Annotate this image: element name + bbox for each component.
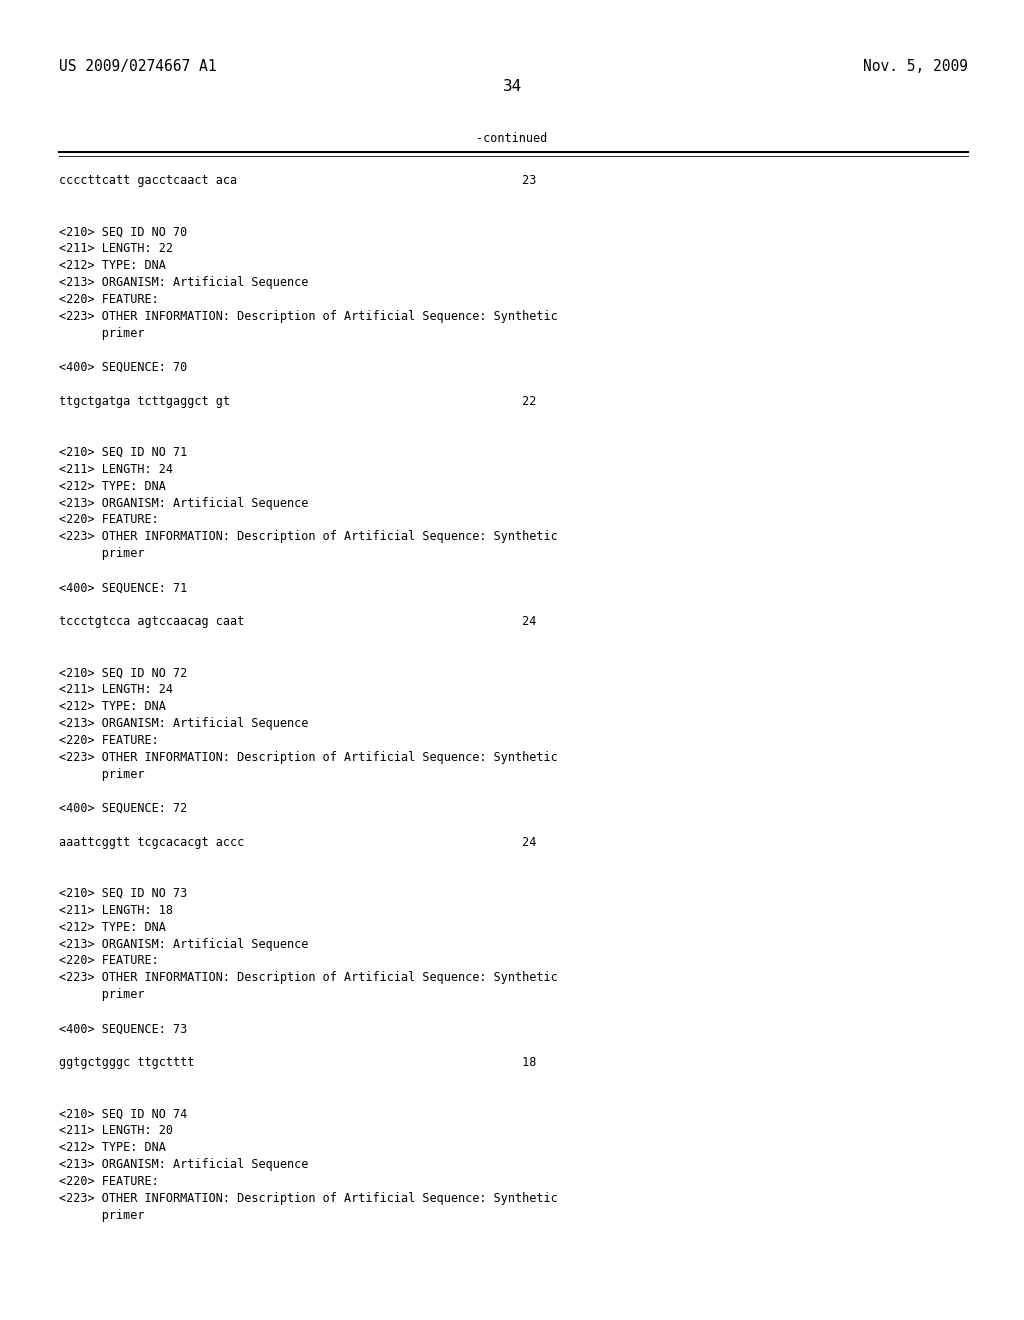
Text: <213> ORGANISM: Artificial Sequence: <213> ORGANISM: Artificial Sequence [59, 937, 309, 950]
Text: <211> LENGTH: 24: <211> LENGTH: 24 [59, 684, 173, 696]
Text: <223> OTHER INFORMATION: Description of Artificial Sequence: Synthetic: <223> OTHER INFORMATION: Description of … [59, 751, 558, 764]
Text: <400> SEQUENCE: 73: <400> SEQUENCE: 73 [59, 1023, 187, 1035]
Text: <400> SEQUENCE: 71: <400> SEQUENCE: 71 [59, 581, 187, 594]
Text: <213> ORGANISM: Artificial Sequence: <213> ORGANISM: Artificial Sequence [59, 496, 309, 510]
Text: <213> ORGANISM: Artificial Sequence: <213> ORGANISM: Artificial Sequence [59, 276, 309, 289]
Text: <210> SEQ ID NO 70: <210> SEQ ID NO 70 [59, 226, 187, 238]
Text: ggtgctgggc ttgctttt                                              18: ggtgctgggc ttgctttt 18 [59, 1056, 537, 1069]
Text: <212> TYPE: DNA: <212> TYPE: DNA [59, 920, 166, 933]
Text: primer: primer [59, 1209, 144, 1222]
Text: <210> SEQ ID NO 73: <210> SEQ ID NO 73 [59, 887, 187, 900]
Text: 34: 34 [503, 79, 521, 94]
Text: US 2009/0274667 A1: US 2009/0274667 A1 [59, 59, 217, 74]
Text: primer: primer [59, 327, 144, 339]
Text: <223> OTHER INFORMATION: Description of Artificial Sequence: Synthetic: <223> OTHER INFORMATION: Description of … [59, 972, 558, 985]
Text: <223> OTHER INFORMATION: Description of Artificial Sequence: Synthetic: <223> OTHER INFORMATION: Description of … [59, 531, 558, 544]
Text: <223> OTHER INFORMATION: Description of Artificial Sequence: Synthetic: <223> OTHER INFORMATION: Description of … [59, 310, 558, 323]
Text: primer: primer [59, 548, 144, 561]
Text: primer: primer [59, 768, 144, 781]
Text: <212> TYPE: DNA: <212> TYPE: DNA [59, 700, 166, 713]
Text: <213> ORGANISM: Artificial Sequence: <213> ORGANISM: Artificial Sequence [59, 1158, 309, 1171]
Text: <211> LENGTH: 18: <211> LENGTH: 18 [59, 904, 173, 916]
Text: <212> TYPE: DNA: <212> TYPE: DNA [59, 259, 166, 272]
Text: aaattcggtt tcgcacacgt accc                                       24: aaattcggtt tcgcacacgt accc 24 [59, 836, 537, 849]
Text: <220> FEATURE:: <220> FEATURE: [59, 293, 159, 306]
Text: <213> ORGANISM: Artificial Sequence: <213> ORGANISM: Artificial Sequence [59, 717, 309, 730]
Text: ttgctgatga tcttgaggct gt                                         22: ttgctgatga tcttgaggct gt 22 [59, 395, 537, 408]
Text: <220> FEATURE:: <220> FEATURE: [59, 513, 159, 527]
Text: -continued: -continued [476, 132, 548, 145]
Text: <400> SEQUENCE: 72: <400> SEQUENCE: 72 [59, 801, 187, 814]
Text: <223> OTHER INFORMATION: Description of Artificial Sequence: Synthetic: <223> OTHER INFORMATION: Description of … [59, 1192, 558, 1205]
Text: <211> LENGTH: 24: <211> LENGTH: 24 [59, 462, 173, 475]
Text: tccctgtcca agtccaacag caat                                       24: tccctgtcca agtccaacag caat 24 [59, 615, 537, 628]
Text: ccccttcatt gacctcaact aca                                        23: ccccttcatt gacctcaact aca 23 [59, 174, 537, 187]
Text: <220> FEATURE:: <220> FEATURE: [59, 1175, 159, 1188]
Text: <220> FEATURE:: <220> FEATURE: [59, 954, 159, 968]
Text: <211> LENGTH: 22: <211> LENGTH: 22 [59, 242, 173, 255]
Text: <212> TYPE: DNA: <212> TYPE: DNA [59, 479, 166, 492]
Text: <400> SEQUENCE: 70: <400> SEQUENCE: 70 [59, 360, 187, 374]
Text: <220> FEATURE:: <220> FEATURE: [59, 734, 159, 747]
Text: <210> SEQ ID NO 74: <210> SEQ ID NO 74 [59, 1107, 187, 1121]
Text: primer: primer [59, 989, 144, 1002]
Text: <211> LENGTH: 20: <211> LENGTH: 20 [59, 1125, 173, 1137]
Text: <212> TYPE: DNA: <212> TYPE: DNA [59, 1140, 166, 1154]
Text: <210> SEQ ID NO 71: <210> SEQ ID NO 71 [59, 446, 187, 458]
Text: <210> SEQ ID NO 72: <210> SEQ ID NO 72 [59, 667, 187, 678]
Text: Nov. 5, 2009: Nov. 5, 2009 [862, 59, 968, 74]
